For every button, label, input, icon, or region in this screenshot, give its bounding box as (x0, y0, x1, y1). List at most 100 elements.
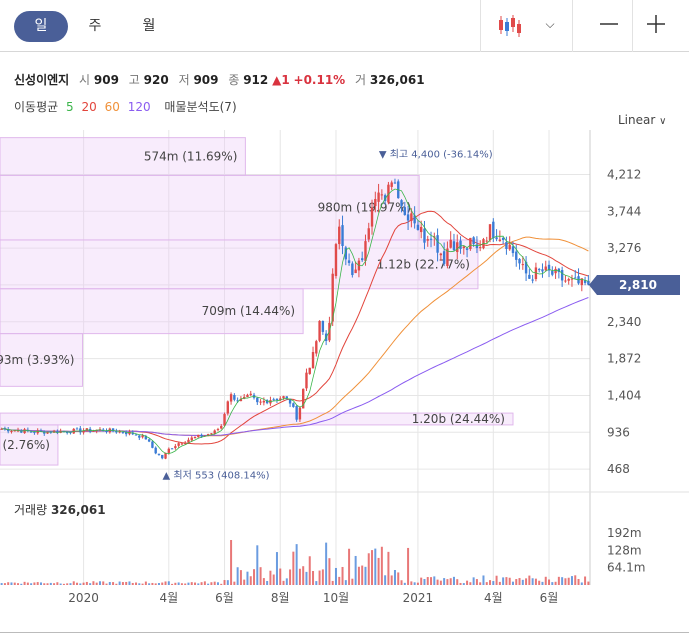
minus-icon[interactable] (597, 12, 621, 36)
candle-body (351, 263, 354, 276)
scale-mode-select[interactable]: Linear ∨ (618, 113, 666, 127)
volume-title-value: 326,061 (50, 503, 106, 517)
volume-bar (154, 583, 157, 585)
candle-body (236, 400, 239, 402)
volume-bar (584, 576, 587, 585)
y-tick-label: 3,744 (607, 204, 641, 218)
tab-daily[interactable]: 일 (14, 11, 68, 42)
volume-profile-label: 193m (3.93%) (0, 353, 74, 367)
candle-body (541, 269, 544, 272)
volume-bar (534, 578, 537, 585)
volume-profile-label: 574m (11.69%) (144, 150, 238, 164)
volume-bar (148, 583, 151, 585)
candle-body (423, 228, 426, 243)
ma5-label[interactable]: 5 (66, 100, 74, 114)
volume-bar (400, 580, 403, 585)
price-chart[interactable]: 574m (11.69%) 980m (19.97%) 1.12b (22.77%)… (0, 130, 689, 610)
volume-profile-band (0, 412, 514, 426)
candle-body (354, 269, 357, 274)
volume-bar (121, 582, 124, 585)
volume-bar (82, 582, 85, 585)
candle-body (111, 428, 115, 432)
volume-bar (489, 580, 492, 585)
volume-bar (59, 583, 62, 585)
volume-bar (436, 579, 439, 585)
volume-bar (515, 579, 518, 585)
change-percent: +0.11% (293, 73, 346, 87)
low-label: 저 (178, 73, 190, 87)
volume-bar (56, 582, 59, 585)
candle-body (82, 430, 85, 433)
candle-body (370, 207, 374, 227)
candle-body (124, 432, 128, 435)
change-value: 1 (281, 73, 290, 87)
volume-bar (167, 581, 170, 585)
volume-bar (528, 575, 531, 585)
volume-bar (43, 583, 46, 585)
volume-profile-label[interactable]: 매물분석도(7) (164, 100, 237, 114)
candle-body (213, 430, 216, 434)
candle-body (229, 394, 233, 402)
toolbar-divider (632, 0, 633, 52)
candlestick-icon[interactable] (498, 14, 524, 38)
candle-body (118, 431, 121, 433)
volume-label: 거 (355, 73, 367, 87)
volume-bar (521, 579, 524, 585)
tab-monthly[interactable]: 월 (142, 18, 156, 34)
volume-bar (475, 579, 478, 585)
volume-bar (210, 582, 213, 585)
candle-body (79, 428, 82, 433)
volume-bar (213, 581, 216, 585)
volume-bar (570, 576, 573, 585)
candle-body (239, 398, 243, 402)
volume-bar (354, 555, 357, 585)
volume-bar (62, 583, 65, 585)
candle-body (492, 221, 495, 239)
volume-bar (374, 548, 377, 585)
y-tick-label: 4,212 (607, 167, 641, 181)
volume-bar (538, 580, 541, 585)
candle-body (279, 398, 282, 400)
candle-body (292, 403, 295, 407)
ma60-label[interactable]: 60 (104, 100, 120, 114)
candle-body (43, 431, 46, 434)
volume-bar (275, 552, 278, 585)
volume-bar (295, 544, 298, 585)
candle-body (151, 441, 154, 448)
candle-body (551, 270, 554, 275)
y-tick-label: 1,872 (607, 352, 641, 366)
candle-body (567, 278, 570, 281)
volume-bar (318, 570, 321, 585)
candle-body (23, 429, 26, 434)
tab-weekly[interactable]: 주 (88, 18, 102, 34)
volume-bar (66, 583, 69, 585)
candle-body (515, 251, 518, 260)
chevron-down-icon[interactable]: ⌵ (545, 17, 555, 31)
candle-body (315, 341, 318, 354)
candle-body (210, 433, 213, 435)
ma20-label[interactable]: 20 (81, 100, 97, 114)
candle-body (580, 278, 584, 286)
candle-body (197, 434, 200, 438)
volume-bar (30, 583, 33, 585)
volume-bar (413, 582, 416, 585)
volume-bar (46, 583, 49, 585)
candle-body (288, 398, 292, 404)
volume-bar (95, 582, 98, 585)
candle-body (180, 443, 184, 445)
volume-bar (384, 575, 387, 585)
candle-body (69, 432, 72, 434)
volume-bar (508, 577, 511, 585)
candle-body (147, 439, 151, 442)
volume-bar (177, 582, 180, 585)
volume-bar (184, 583, 187, 585)
candle-body (456, 242, 459, 253)
x-tick-label: 10월 (323, 591, 349, 605)
plus-icon[interactable] (644, 12, 668, 36)
volume-bar (567, 577, 570, 585)
volume-tick-label: 128m (607, 543, 642, 557)
volume-bar (479, 582, 482, 585)
ma120-label[interactable]: 120 (127, 100, 151, 114)
volume-bar (272, 574, 275, 585)
candle-body (426, 239, 429, 241)
